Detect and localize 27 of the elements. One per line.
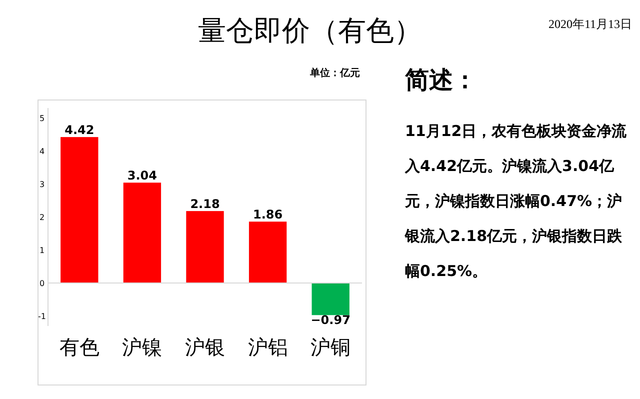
- x-tick-label: 有色: [59, 335, 100, 359]
- y-tick-label: 5: [39, 114, 45, 123]
- y-axis-title: 单位：亿元: [309, 67, 360, 79]
- bar: [123, 182, 162, 284]
- bar: [312, 283, 350, 316]
- x-tick-label: 沪银: [185, 335, 225, 359]
- bar: [248, 222, 287, 284]
- bar: [60, 137, 98, 284]
- x-tick-label: 沪铜: [310, 335, 351, 359]
- y-tick-label: 2: [39, 213, 45, 222]
- x-tick-label: 沪镍: [122, 335, 162, 359]
- text: 2020年11月13日: [548, 17, 632, 31]
- text: 简述：: [404, 66, 477, 94]
- y-tick-label: -1: [38, 312, 46, 322]
- text: 11月12日，农有色板块资金净流入4.42亿元。沪镍流入3.04亿元，沪镍指数日涨幅0.47%；沪银流入2.18亿元，沪银指数日跌幅0.25%。: [405, 121, 628, 282]
- y-tick-label: 3: [39, 180, 45, 189]
- data-label: 3.04: [127, 168, 158, 183]
- y-tick-label: 4: [39, 146, 45, 156]
- data-label: −0.97: [310, 313, 350, 328]
- data-label: 2.18: [190, 197, 220, 212]
- data-label: 4.42: [64, 123, 94, 138]
- bar: [186, 211, 224, 284]
- chart-title: 量仓即价（有色）: [198, 16, 422, 47]
- data-label: 1.86: [252, 208, 283, 222]
- y-tick-label: 0: [39, 279, 45, 288]
- y-tick-label: 1: [39, 246, 45, 256]
- x-tick-label: 沪铝: [248, 335, 288, 359]
